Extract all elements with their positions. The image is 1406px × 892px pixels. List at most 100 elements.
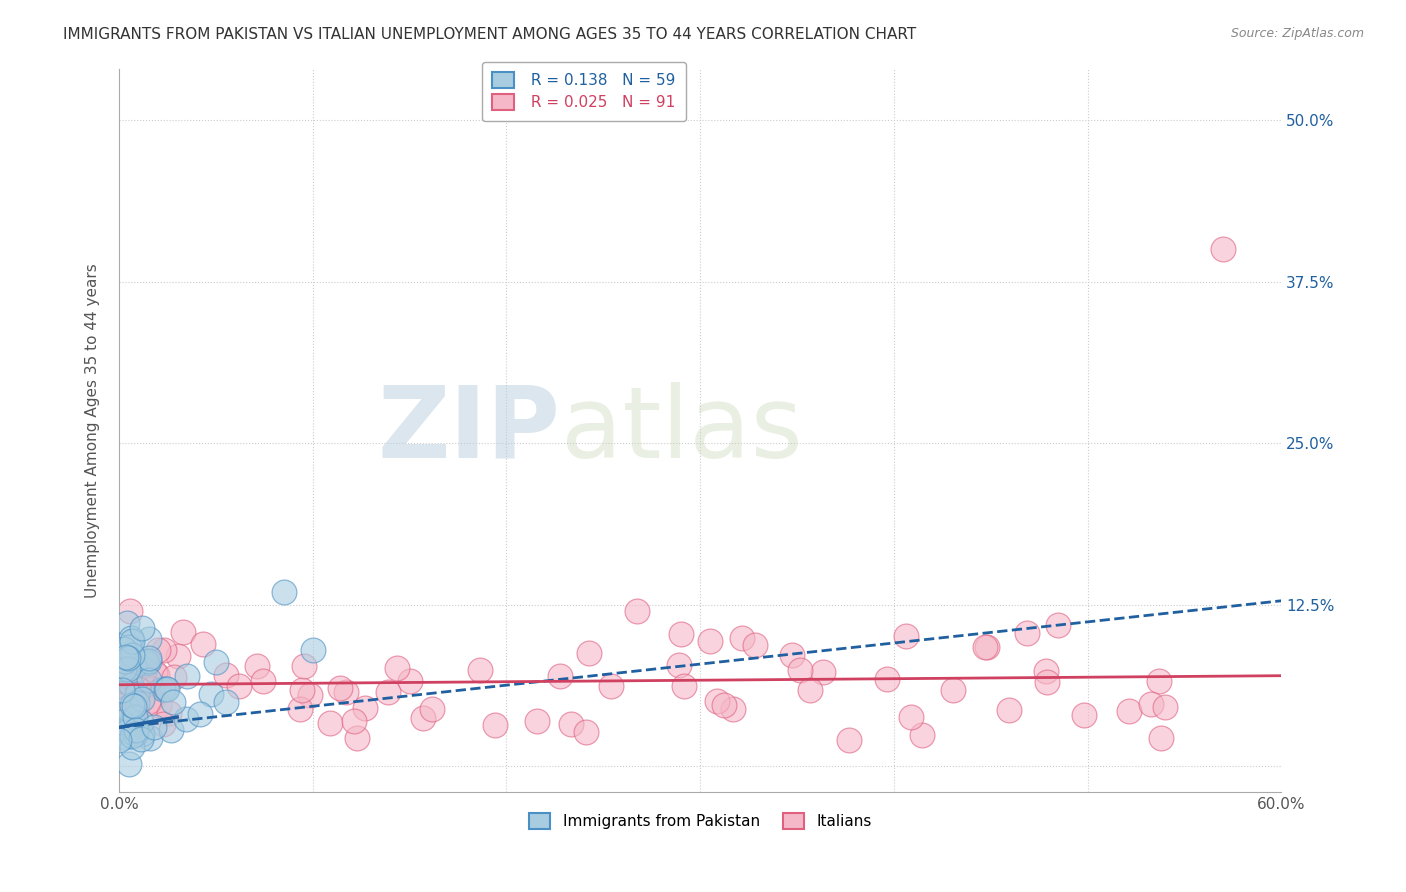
Point [246, 659, 269, 673]
Point [1017, 626, 1039, 640]
Point [131, 621, 153, 635]
Point [214, 694, 236, 708]
Point [124, 727, 146, 741]
Point [121, 739, 143, 754]
Point [342, 714, 364, 728]
Point [626, 604, 648, 618]
Point [129, 732, 152, 747]
Point [121, 698, 143, 713]
Point [1154, 699, 1177, 714]
Point [291, 683, 314, 698]
Point [420, 702, 443, 716]
Point [118, 687, 141, 701]
Point [484, 718, 506, 732]
Point [138, 654, 160, 668]
Point [163, 669, 186, 683]
Point [114, 655, 136, 669]
Point [125, 703, 148, 717]
Point [114, 673, 136, 687]
Point [1036, 675, 1059, 690]
Point [121, 714, 143, 728]
Point [176, 669, 198, 683]
Point [155, 682, 177, 697]
Point [377, 685, 399, 699]
Point [125, 687, 148, 701]
Text: ZIP: ZIP [378, 382, 561, 479]
Point [120, 678, 142, 692]
Point [412, 711, 434, 725]
Point [138, 673, 160, 687]
Point [121, 648, 143, 662]
Text: atlas: atlas [561, 382, 803, 479]
Point [167, 648, 190, 663]
Point [468, 663, 491, 677]
Point [115, 615, 138, 630]
Point [1118, 705, 1140, 719]
Point [252, 674, 274, 689]
Point [911, 728, 934, 742]
Point [131, 692, 153, 706]
Point [115, 660, 138, 674]
Point [117, 662, 139, 676]
Point [789, 664, 811, 678]
Point [713, 698, 735, 712]
Point [156, 681, 179, 696]
Point [896, 629, 918, 643]
Point [125, 723, 148, 737]
Point [132, 664, 155, 678]
Point [292, 659, 315, 673]
Point [120, 604, 142, 618]
Point [560, 717, 582, 731]
Point [1150, 731, 1173, 745]
Point [526, 714, 548, 729]
Point [298, 689, 321, 703]
Point [157, 706, 180, 721]
Point [329, 681, 352, 696]
Point [129, 668, 152, 682]
Y-axis label: Unemployment Among Ages 35 to 44 years: Unemployment Among Ages 35 to 44 years [86, 263, 100, 598]
Point [121, 634, 143, 648]
Point [575, 725, 598, 739]
Point [120, 632, 142, 646]
Point [215, 668, 238, 682]
Point [190, 707, 212, 722]
Point [114, 650, 136, 665]
Point [118, 756, 141, 771]
Point [146, 643, 169, 657]
Point [876, 673, 898, 687]
Text: Source: ZipAtlas.com: Source: ZipAtlas.com [1230, 27, 1364, 40]
Point [387, 661, 409, 675]
Point [205, 655, 228, 669]
Point [125, 696, 148, 710]
Point [780, 648, 803, 662]
Point [900, 710, 922, 724]
Point [139, 731, 162, 745]
Point [673, 680, 696, 694]
Point [550, 669, 572, 683]
Point [121, 713, 143, 727]
Point [273, 584, 295, 599]
Text: IMMIGRANTS FROM PAKISTAN VS ITALIAN UNEMPLOYMENT AMONG AGES 35 TO 44 YEARS CORRE: IMMIGRANTS FROM PAKISTAN VS ITALIAN UNEM… [63, 27, 917, 42]
Point [1047, 618, 1070, 632]
Point [744, 638, 766, 652]
Point [127, 681, 149, 695]
Point [162, 694, 184, 708]
Point [114, 681, 136, 695]
Point [141, 682, 163, 697]
Point [108, 656, 131, 670]
Point [228, 679, 250, 693]
Point [136, 694, 159, 708]
Point [301, 643, 323, 657]
Point [319, 716, 342, 731]
Point [578, 646, 600, 660]
Point [973, 640, 995, 655]
Point [117, 723, 139, 738]
Point [124, 659, 146, 673]
Point [200, 687, 222, 701]
Point [813, 665, 835, 679]
Point [110, 662, 132, 676]
Point [152, 681, 174, 696]
Point [721, 702, 744, 716]
Point [118, 669, 141, 683]
Point [146, 668, 169, 682]
